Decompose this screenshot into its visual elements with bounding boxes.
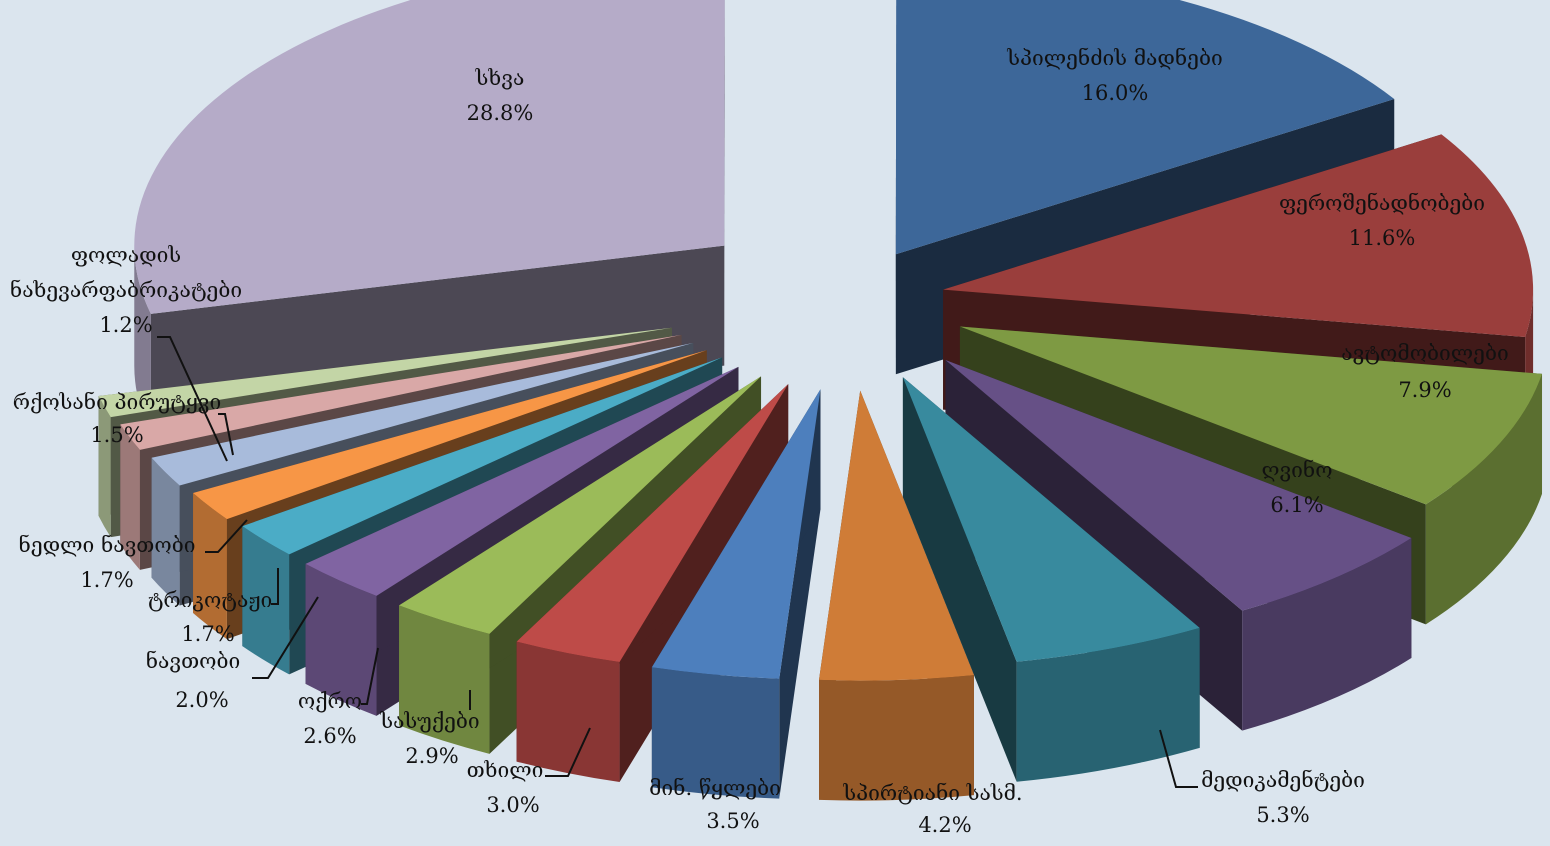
slice-value: 16.0% [1082,81,1149,105]
slice-value: 1.7% [181,622,234,646]
slice-value: 5.3% [1256,803,1309,827]
slice-value: 2.9% [405,744,458,768]
slice-value: 1.2% [99,313,152,337]
slice-label: რქოსანი პირუტყვი [13,390,222,414]
slice-value: 3.5% [706,809,759,833]
slice-label: ტრიკოტაჟი [148,588,273,612]
slice-label: ოქრო [298,689,362,713]
pie-slice-wall [99,396,111,537]
slice-label: სხვა [475,66,525,90]
slice-label: მედიკამენტები [1201,768,1365,792]
slice-label: სასუქები [379,709,479,733]
slice-value: 2.0% [175,688,228,712]
slice-label: ღვინო [1261,458,1332,482]
slice-label: ავტომობილები [1341,341,1508,365]
slice-value: 11.6% [1349,226,1416,250]
slice-value: 4.2% [918,813,971,837]
slice-label: სპილენძის მადნები [1006,46,1222,70]
slice-value: 28.8% [467,101,534,125]
slice-value: 7.9% [1398,378,1451,402]
slice-label: მინ. წყლები [649,776,781,800]
slice-label: სპირტიანი სასმ. [842,781,1022,805]
slice-value: 1.5% [90,423,143,447]
slice-value: 6.1% [1270,493,1323,517]
slice-label: ფეროშენადნობები [1279,191,1485,215]
slice-label: ნავთობი [146,649,241,673]
slice-label: თხილი [467,758,544,782]
slice-value: 2.6% [303,724,356,748]
slice-label: ფოლადის [71,243,181,267]
slice-label: ნედლი ნავთობი [19,533,196,557]
slice-label: ნახევარფაბრიკატები [10,278,242,302]
slice-value: 1.7% [80,568,133,592]
slice-value: 3.0% [486,793,539,817]
